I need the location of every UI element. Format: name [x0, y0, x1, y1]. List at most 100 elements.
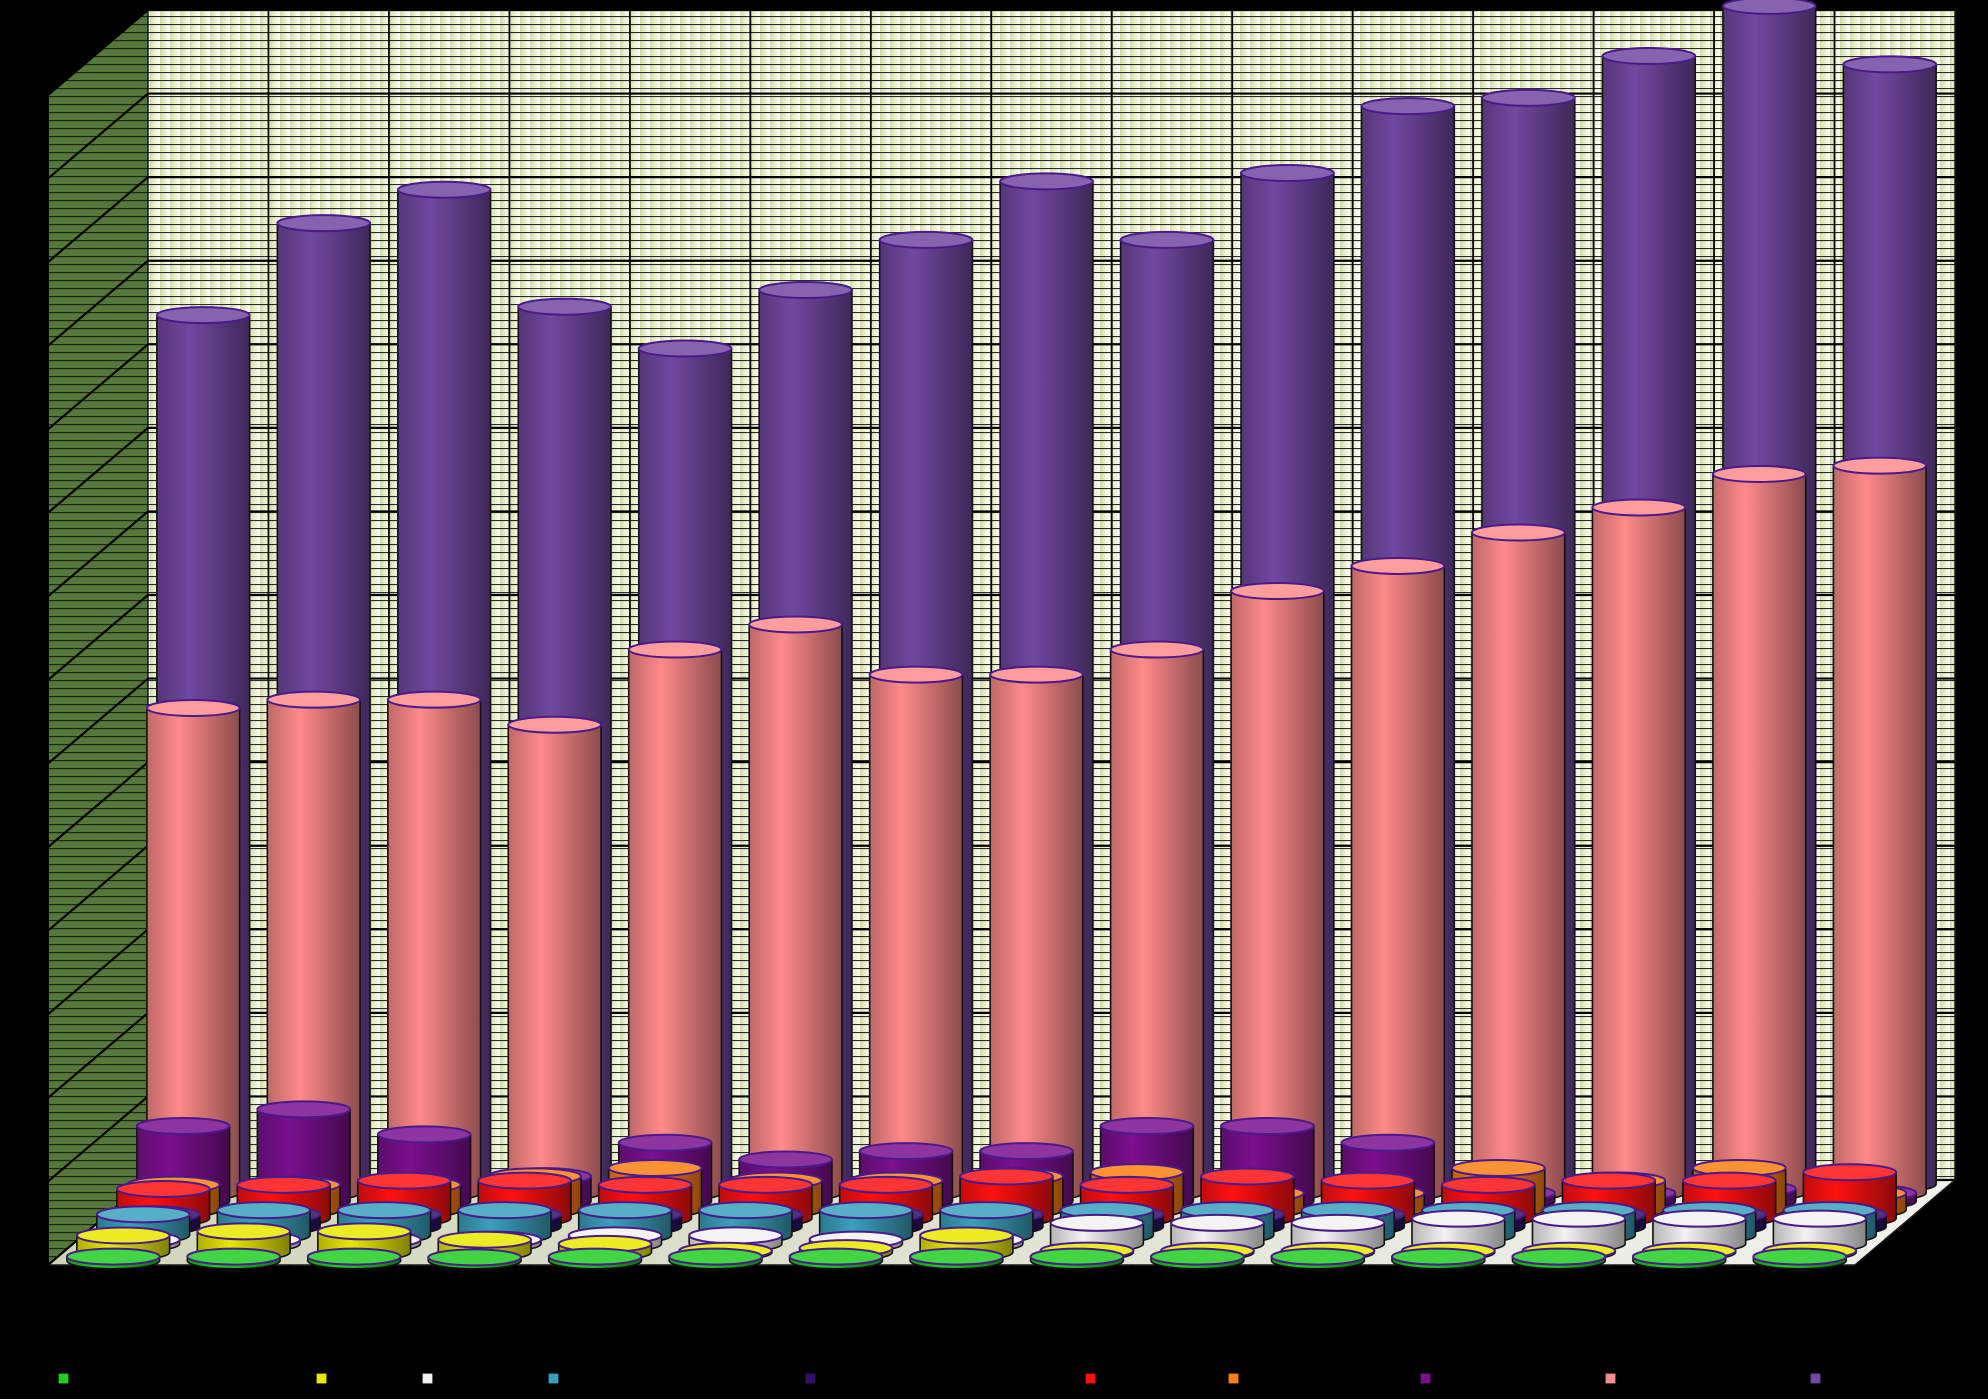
y-tick-label: 14: [16, 85, 36, 107]
gridline-side: [47, 1095, 149, 1183]
bar: [1270, 1247, 1366, 1270]
legend-label: Sales and Use: [1620, 1365, 1743, 1389]
bar: [386, 690, 482, 1202]
legend-swatch: [57, 1372, 70, 1385]
y-tick-label: 1: [26, 1171, 36, 1193]
legend-item: Alcoholic Beverage: [804, 1365, 992, 1389]
x-tick-label: 2012: [811, 1286, 851, 1308]
y-tick-label: 8: [26, 586, 36, 608]
x-tick-label: 2018: [1534, 1286, 1574, 1308]
bar: [1711, 465, 1807, 1202]
gridline-side: [47, 510, 149, 598]
series-sales-and-use: [145, 456, 1928, 1202]
y-tick-label: 13: [16, 169, 36, 191]
legend: Privilege License Estate Other Tobacco Prod…: [57, 1365, 1919, 1389]
legend-label: Privilege License: [73, 1365, 225, 1389]
x-tick-label: 2016: [1293, 1286, 1333, 1308]
bar: [1150, 1247, 1245, 1270]
bar: [627, 640, 723, 1202]
y-tick-label: 6: [26, 754, 36, 776]
legend-swatch: [315, 1372, 328, 1385]
bars: [65, 0, 1938, 1270]
bar: [989, 665, 1084, 1202]
y-tick-label: 3: [26, 1004, 36, 1026]
x-tick-label: 2020: [1775, 1286, 1815, 1308]
legend-swatch: [547, 1372, 560, 1385]
bar: [1230, 582, 1325, 1202]
x-tick-label: 2011: [691, 1286, 730, 1308]
bar: [1470, 523, 1566, 1202]
y-tick-label: 0: [26, 1255, 36, 1277]
legend-label: Other: [437, 1365, 491, 1389]
bar: [868, 665, 964, 1202]
y-tick-label: 10: [16, 419, 36, 441]
bar: [507, 715, 603, 1202]
legend-item: Corporate: [1419, 1365, 1528, 1389]
x-tick-label: 2014: [1052, 1286, 1092, 1308]
gridline-side: [47, 928, 149, 1016]
legend-label: Insurance: [1100, 1365, 1190, 1389]
legend-item: Estate: [315, 1365, 387, 1389]
y-tick-label: 2: [26, 1088, 36, 1110]
legend-swatch: [1227, 1372, 1240, 1385]
bar: [668, 1247, 763, 1270]
x-tick-label: 2013: [932, 1286, 972, 1308]
legend-label: Corporate: [1435, 1365, 1528, 1389]
bar: [1029, 1247, 1125, 1270]
legend-swatch: [804, 1372, 817, 1385]
y-tick-label: 9: [26, 503, 36, 525]
x-axis-title: Fiscal year ended: [900, 1327, 1056, 1351]
legend-label: Tobacco Products: [563, 1365, 722, 1389]
legend-label: Franchise: [1243, 1365, 1332, 1389]
legend-item: Sales and Use: [1604, 1365, 1743, 1389]
bar: [186, 1247, 282, 1270]
bar: [1350, 556, 1446, 1202]
bar: [748, 615, 843, 1202]
bar: [1631, 1247, 1727, 1270]
gridline-side: [47, 92, 149, 180]
legend-label: Estate: [331, 1365, 387, 1389]
x-axis-ticks: 2006 2007 2008 2009 2010 2011 2012 2013 2014 2015…: [47, 1265, 1815, 1308]
bar: [427, 1248, 523, 1270]
y-tick-label: 4: [26, 921, 36, 943]
series-privilege-license: [65, 1247, 1848, 1270]
legend-item: Individual: [1809, 1365, 1919, 1389]
gridline-side: [47, 677, 149, 765]
bar: [1390, 1247, 1486, 1270]
legend-swatch: [1604, 1372, 1617, 1385]
gridline-side: [47, 9, 149, 96]
bar: [1511, 1247, 1607, 1270]
x-tick-label: 2008: [329, 1286, 369, 1308]
x-tick-label: 2010: [570, 1286, 610, 1308]
bar: [547, 1247, 643, 1270]
legend-item: Tobacco Products: [547, 1365, 722, 1389]
y-tick-label: 5: [26, 837, 36, 859]
gridline-side: [47, 427, 149, 514]
legend-swatch: [1419, 1372, 1432, 1385]
gridline-side: [47, 1012, 149, 1099]
x-tick-label: 2007: [209, 1286, 249, 1308]
bar: [1752, 1247, 1848, 1270]
gridline-side: [47, 343, 149, 431]
x-tick-label: 2015: [1172, 1286, 1212, 1308]
bar: [1591, 498, 1687, 1202]
legend-label: Alcoholic Beverage: [820, 1365, 992, 1389]
gridline-side: [47, 259, 149, 347]
bar: [788, 1247, 884, 1270]
bar: [1109, 640, 1205, 1202]
legend-item: Other: [421, 1365, 491, 1389]
bar: [1832, 456, 1928, 1202]
x-tick-label: 2019: [1654, 1286, 1694, 1308]
y-tick-label: 7: [26, 670, 36, 692]
legend-swatch: [421, 1372, 434, 1385]
legend-item: Privilege License: [57, 1365, 225, 1389]
y-tick-label: 12: [16, 252, 36, 274]
bar: [909, 1247, 1004, 1270]
legend-label: Individual: [1825, 1365, 1919, 1389]
x-tick-label: 2017: [1413, 1286, 1453, 1308]
y-tick-label: 11: [17, 336, 36, 358]
bar: [306, 1247, 402, 1270]
